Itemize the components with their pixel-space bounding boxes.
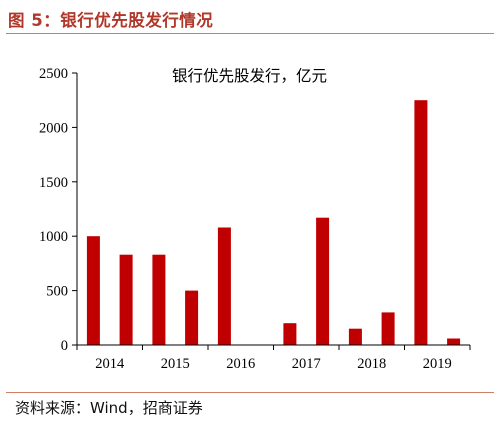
bar-4 <box>217 227 231 345</box>
bar-2 <box>152 254 166 345</box>
x-tick-label-4: 2018 <box>357 356 386 372</box>
bar-1 <box>119 254 133 345</box>
bar-9 <box>381 312 395 345</box>
y-tick-label-1: 500 <box>46 284 68 300</box>
x-tick-label-2: 2016 <box>226 356 255 372</box>
bar-3 <box>185 290 199 345</box>
bar-10 <box>414 100 428 345</box>
figure-title: 图 5：银行优先股发行情况 <box>8 11 214 30</box>
x-tick-label-3: 2017 <box>292 356 321 372</box>
x-tick-label-1: 2015 <box>161 356 190 372</box>
source-note: 资料来源：Wind，招商证券 <box>15 399 203 417</box>
bar-6 <box>283 323 297 345</box>
x-tick-label-5: 2019 <box>423 356 452 372</box>
figure-header <box>6 0 494 34</box>
x-tick-label-0: 2014 <box>95 356 125 372</box>
y-tick-label-2: 1000 <box>39 229 68 245</box>
y-tick-label-5: 2500 <box>39 66 68 82</box>
axes-group: 0 500 1000 1500 2000 2500 2014 2015 2016 2017 2018… <box>39 66 471 372</box>
bar-8 <box>348 328 362 345</box>
source-divider <box>6 392 494 393</box>
y-tick-label-0: 0 <box>61 338 68 354</box>
y-tick-label-4: 2000 <box>39 120 68 136</box>
bar-7 <box>316 217 330 345</box>
bar-11 <box>447 338 461 345</box>
chart-title: 银行优先股发行，亿元 <box>172 67 327 85</box>
bar-0 <box>86 236 100 345</box>
bars-group <box>86 100 461 345</box>
y-tick-label-3: 1500 <box>39 175 68 191</box>
